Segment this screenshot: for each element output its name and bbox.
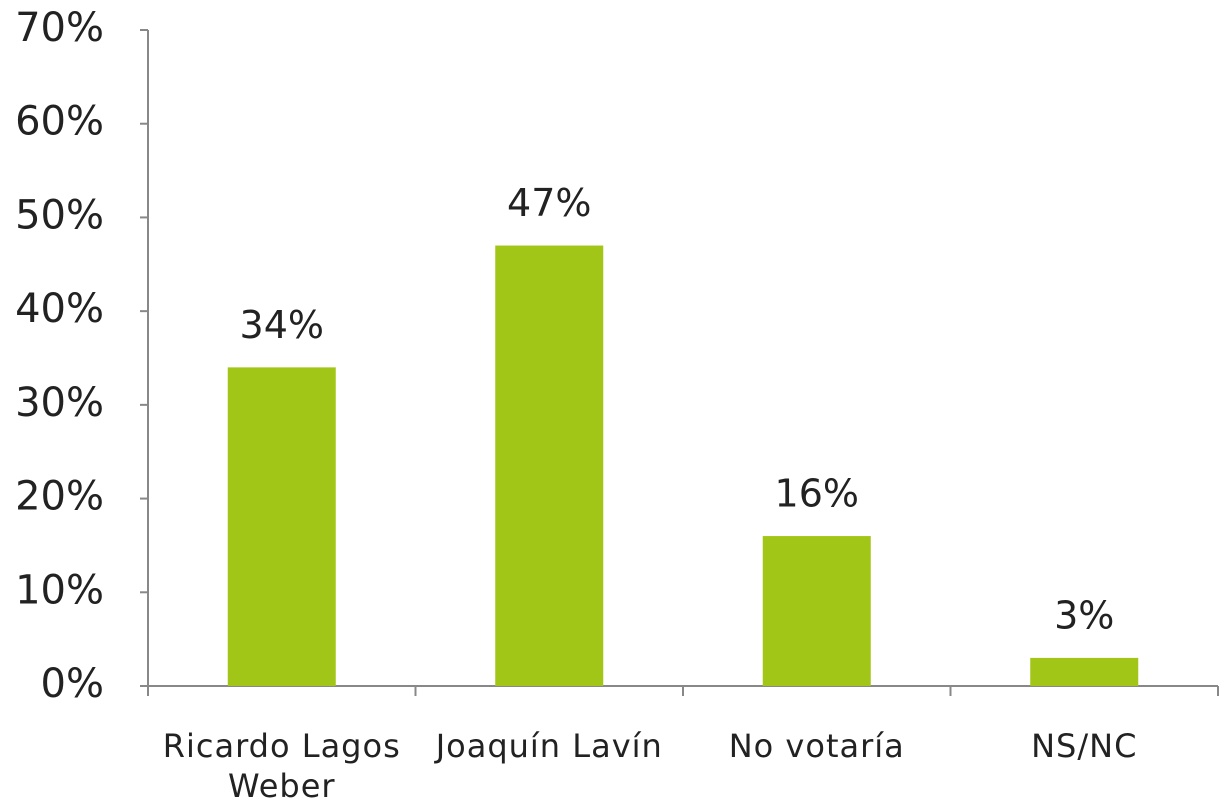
y-tick-label: 40%	[15, 286, 104, 332]
bar	[1030, 657, 1139, 686]
bar	[762, 536, 871, 686]
data-label: 34%	[240, 303, 324, 347]
x-tick-label: Ricardo Lagos Weber	[162, 727, 401, 804]
data-label: 3%	[1054, 593, 1114, 637]
y-tick-label: 20%	[15, 474, 104, 520]
bar	[495, 245, 604, 687]
y-tick-label: 60%	[15, 99, 104, 145]
y-tick-label: 0%	[41, 661, 104, 707]
x-tick-label: No votaría	[728, 727, 905, 765]
data-label: 47%	[507, 181, 591, 225]
bar	[227, 367, 336, 686]
y-tick-label: 50%	[15, 192, 104, 238]
y-tick-label: 10%	[15, 567, 104, 613]
x-tick-label: NS/NC	[1031, 727, 1138, 765]
x-tick-label: Joaquín Lavín	[435, 727, 663, 765]
y-tick-label: 70%	[15, 5, 104, 51]
y-tick-label: 30%	[15, 380, 104, 426]
data-label: 16%	[775, 472, 859, 516]
